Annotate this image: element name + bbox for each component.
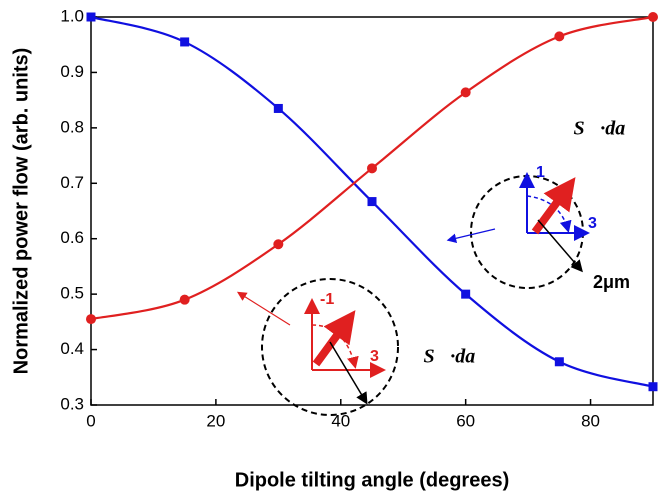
point [367,197,377,207]
axis-label: 3 [588,215,597,232]
point [273,103,283,113]
y-tick-label: 0.3 [60,394,84,413]
x-tick-label: 60 [456,411,475,430]
y-tick-label: 0.7 [60,173,84,192]
pointer-arrow [236,291,291,326]
point [86,314,96,325]
direction-arrow [329,341,368,405]
point [461,289,471,299]
y-tick-label: 0.9 [60,62,84,81]
x-tick-label: 0 [86,411,95,430]
axis-label: -1 [320,291,334,308]
x-axis-label: Dipole tilting angle (degrees) [235,469,509,491]
y-tick-label: 0.4 [60,339,84,358]
y-tick-label: 0.8 [60,117,84,136]
point [554,31,565,42]
x-tick-label: 80 [581,411,600,430]
point [367,163,377,174]
x-tick-label: 40 [331,411,350,430]
point [648,382,658,392]
plot-area: 0.3 0.4 0.5 0.6 0.7 0.8 0.9 1.0 0 20 40 60 80 [60,6,658,430]
pointer-arrow [446,228,496,243]
axis-label: 1 [536,164,545,181]
inset-circle [261,278,399,416]
inset-top: 1 3 2μm ∯S⃗·da⃗ [446,118,641,292]
axis-label: 3 [370,348,379,365]
integral-label: ∯S⃗·da⃗ [408,346,491,368]
point [86,12,96,22]
y-tick-label: 1.0 [60,6,84,25]
x-tick-label: 20 [206,411,225,430]
y-tick-label: 0.5 [60,284,84,303]
point [648,12,658,22]
inset-bottom: -1 3 ∯S⃗·da⃗ [236,278,491,416]
point [180,37,190,47]
point [179,294,190,305]
scale-label: 2μm [593,272,630,292]
direction-arrow [537,219,583,273]
integral-label: ∯S⃗·da⃗ [558,118,641,140]
dipole [531,177,576,235]
plot-frame [90,16,654,406]
point [460,87,471,98]
y-tick-label: 0.6 [60,228,84,247]
point [273,239,284,250]
point [554,357,564,367]
y-axis-label: Normalized power flow (arb. units) [10,48,32,375]
